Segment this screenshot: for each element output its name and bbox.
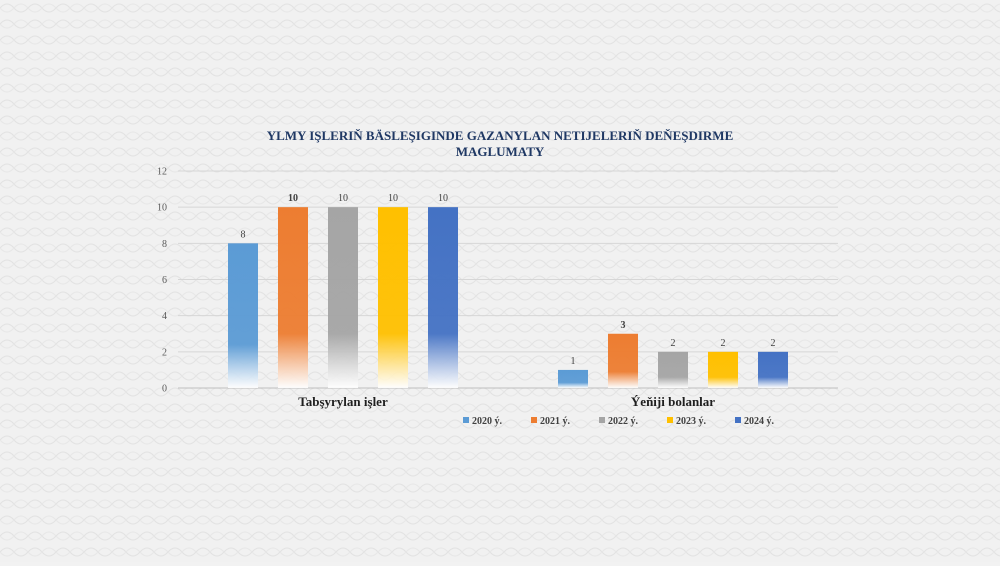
y-tick-label: 4 <box>162 311 167 322</box>
bar-2022-1 <box>328 207 358 388</box>
bar-2023-2 <box>708 351 738 388</box>
legend-label: 2022 ý. <box>608 416 639 427</box>
legend-swatch <box>531 417 537 423</box>
x-axis: Tabşyrylan işler Ýeňiji bolanlar <box>298 394 715 409</box>
y-tick-label: 0 <box>162 384 167 395</box>
bar-2024-1 <box>428 207 458 388</box>
y-tick-label: 8 <box>162 239 167 250</box>
chart-title-line-2: MAGLUMATY <box>456 144 545 159</box>
y-tick-label: 6 <box>162 275 167 286</box>
bar-2023-1 <box>378 207 408 388</box>
legend-swatch <box>667 417 673 423</box>
bar-2024-2 <box>758 351 788 388</box>
data-label: 3 <box>621 320 626 331</box>
data-label: 2 <box>721 338 726 349</box>
bar-2021-1 <box>278 207 308 388</box>
data-label: 8 <box>241 229 246 240</box>
data-label: 2 <box>671 338 676 349</box>
legend-swatch <box>735 417 741 423</box>
y-tick-label: 10 <box>157 203 167 214</box>
legend-swatch <box>463 417 469 423</box>
y-tick-label: 12 <box>157 167 167 178</box>
data-labels: 8 10 10 10 10 1 3 2 2 2 <box>241 193 776 367</box>
y-tick-label: 2 <box>162 347 167 358</box>
y-axis: 0 2 4 6 8 10 12 <box>157 167 167 395</box>
bar-2021-2 <box>608 333 638 388</box>
category-label: Tabşyrylan işler <box>298 394 388 409</box>
legend: 2020 ý. 2021 ý. 2022 ý. 2023 ý. 2024 ý. <box>463 416 775 427</box>
data-label: 2 <box>771 338 776 349</box>
data-label: 10 <box>338 193 348 204</box>
bar-2020-1 <box>228 243 258 388</box>
legend-label: 2023 ý. <box>676 416 707 427</box>
legend-label: 2020 ý. <box>472 416 503 427</box>
legend-label: 2024 ý. <box>744 416 775 427</box>
data-label: 10 <box>288 193 298 204</box>
data-label: 10 <box>388 193 398 204</box>
legend-swatch <box>599 417 605 423</box>
data-label: 1 <box>571 356 576 367</box>
data-label: 10 <box>438 193 448 204</box>
bar-2020-2 <box>558 369 588 388</box>
bars <box>228 207 788 388</box>
chart-title-line-1: YLMY IŞLERIŇ BÄSLEŞIGINDE GAZANYLAN NETI… <box>267 128 734 143</box>
legend-label: 2021 ý. <box>540 416 571 427</box>
category-label: Ýeňiji bolanlar <box>631 394 715 409</box>
bar-2022-2 <box>658 351 688 388</box>
